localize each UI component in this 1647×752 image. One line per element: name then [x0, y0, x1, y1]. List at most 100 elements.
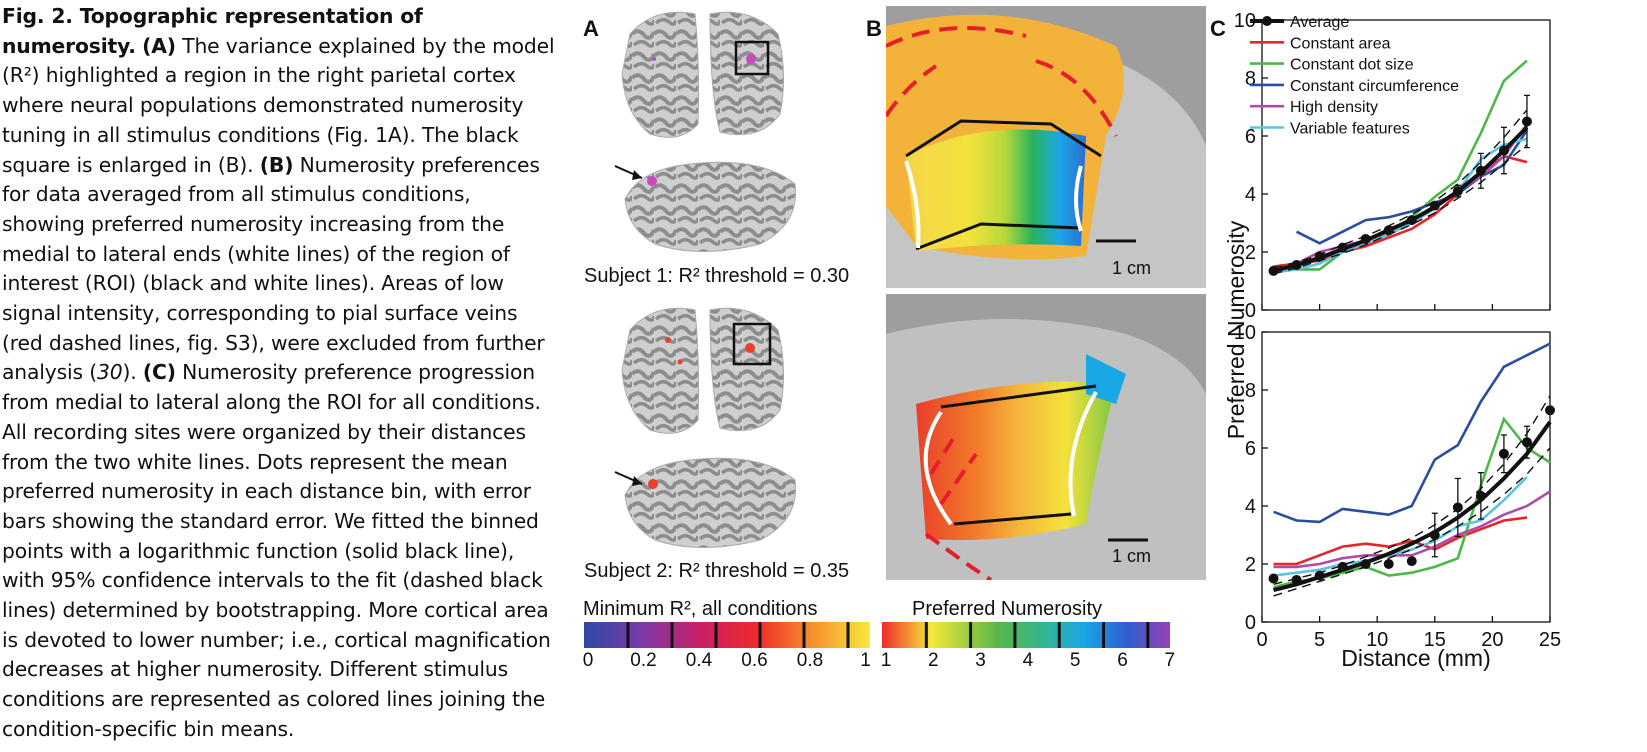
plot-frame: [1261, 331, 1551, 623]
average-point: [1383, 225, 1394, 236]
y-tick-label: 4: [1245, 496, 1256, 518]
subject2-numerosity-map: [886, 294, 1206, 580]
numerosity-tick-label: 3: [975, 650, 986, 671]
average-point: [1475, 490, 1486, 501]
numerosity-tick-label: 1: [880, 650, 892, 671]
average-point: [1360, 559, 1371, 569]
numerosity-tick-label: 5: [1069, 650, 1081, 671]
y-tick-label: 4: [1245, 184, 1256, 206]
caption-label-c: (C): [142, 360, 176, 385]
series-line-constant-area: [1273, 516, 1528, 566]
average-point: [1521, 437, 1532, 448]
series-line-variable-features: [1273, 476, 1528, 577]
figure-caption: Fig. 2. Topographic representation of nu…: [2, 2, 557, 745]
series-line-constant-circumference: [1273, 342, 1551, 524]
average-point: [1406, 556, 1417, 567]
numerosity-tick-label: 6: [1117, 650, 1128, 671]
scale-bar-label-1: 1 cm: [1112, 258, 1152, 278]
numerosity-progression-chart: 0 2 4 6 8 10 Average Constant area Constant dot …: [1223, 10, 1561, 671]
average-point: [1314, 251, 1325, 262]
y-axis-label: Preferred Numerosity: [1223, 220, 1249, 439]
average-point: [1429, 200, 1440, 211]
y-tick-label: 10: [1234, 10, 1256, 32]
r2-tick-label: 1: [860, 650, 871, 671]
caption-text-c: Numerosity preference progression from m…: [2, 360, 551, 741]
plot-bottom: 0 2 4 6 8 10 0 5 10 15 20 25 Distance (mm): [1234, 322, 1561, 671]
average-point: [1452, 186, 1463, 197]
plot-top: 0 2 4 6 8 10 Average Constant area Constant dot …: [1223, 10, 1551, 439]
fit-ci-lower: [1273, 447, 1551, 597]
r2-tick-label: 0.6: [741, 650, 768, 671]
y-tick-label: 8: [1245, 68, 1256, 90]
subject2-threshold-label: Subject 2: R² threshold = 0.35: [584, 560, 850, 582]
y-tick-label: 6: [1245, 438, 1256, 460]
series-line-high-density: [1273, 490, 1551, 569]
legend-label: Constant area: [1290, 35, 1391, 52]
fit-ci-upper: [1273, 109, 1528, 269]
numerosity-tick-label: 2: [928, 650, 939, 671]
average-point: [1268, 573, 1279, 584]
subject2-brain-renders: [614, 307, 797, 548]
y-tick-label: 0: [1245, 300, 1256, 322]
average-point: [1545, 405, 1555, 416]
fit-ci-lower: [1273, 144, 1528, 275]
x-tick-label: 10: [1366, 629, 1388, 651]
average-point: [1268, 265, 1279, 276]
caption-text-b2: ).: [122, 360, 143, 385]
caption-title: Fig. 2. Topographic representation of nu…: [2, 4, 423, 58]
colorbars: [584, 622, 1170, 648]
panel-letter-b: B: [866, 16, 882, 41]
numerosity-tick-label: 7: [1164, 650, 1176, 671]
average-point: [1337, 561, 1348, 572]
average-point: [1452, 502, 1463, 513]
average-point: [1314, 570, 1325, 581]
caption-text-b: Numerosity preferences for data averaged…: [2, 152, 545, 385]
numerosity-tick-label: 4: [1022, 650, 1034, 671]
numerosity-colorbar-title: Preferred Numerosity: [912, 598, 1103, 620]
legend-label: Average: [1290, 14, 1349, 31]
y-tick-label: 2: [1245, 242, 1256, 264]
legend-label: Constant circumference: [1290, 78, 1459, 95]
legend-marker: [1262, 16, 1272, 26]
x-axis-label: Distance (mm): [1341, 645, 1491, 671]
subject1-threshold-label: Subject 1: R² threshold = 0.30: [584, 265, 850, 287]
average-point: [1521, 116, 1532, 127]
r2-tick-label: 0: [582, 650, 594, 671]
average-point: [1360, 233, 1371, 244]
y-tick-label: 0: [1245, 612, 1256, 634]
y-tick-label: 8: [1245, 380, 1256, 402]
x-tick-label: 5: [1314, 629, 1325, 651]
y-tick-label: 6: [1245, 126, 1256, 148]
colorbar-segment-dividers: [626, 622, 1150, 648]
panel-letter-a: A: [583, 16, 599, 41]
scale-bar-label-2: 1 cm: [1112, 546, 1152, 566]
caption-label-b: (B): [259, 152, 294, 177]
log-fit-line: [1273, 125, 1529, 273]
average-point: [1475, 165, 1486, 176]
subject1-numerosity-map: [886, 6, 1206, 288]
chart-legend: Average Constant area Constant dot size Con…: [1250, 14, 1459, 138]
average-point: [1406, 215, 1417, 226]
average-point: [1429, 530, 1440, 540]
caption-text-a: The variance explained by the model (R²)…: [2, 33, 555, 177]
average-point: [1498, 448, 1509, 459]
series-line-constant-circumference: [1295, 129, 1529, 245]
caption-label-a: (A): [142, 33, 176, 58]
average-point: [1291, 574, 1302, 585]
r2-colorbar-title: Minimum R², all conditions: [583, 598, 818, 620]
legend-label: Variable features: [1290, 121, 1410, 138]
x-tick-label: 0: [1256, 629, 1267, 651]
x-tick-label: 20: [1481, 629, 1503, 651]
x-tick-label: 25: [1539, 629, 1561, 651]
series-line-high-density: [1273, 123, 1529, 274]
average-point: [1291, 260, 1302, 271]
y-tick-label: 2: [1245, 554, 1256, 576]
average-point: [1337, 242, 1348, 253]
average-point: [1498, 145, 1509, 156]
legend-label: High density: [1290, 99, 1378, 116]
r2-tick-label: 0.8: [796, 650, 824, 671]
plot-frame: [1261, 19, 1551, 311]
x-tick-label: 15: [1424, 629, 1446, 651]
panel-letter-c: C: [1210, 16, 1226, 41]
caption-ref: 30: [96, 360, 123, 385]
